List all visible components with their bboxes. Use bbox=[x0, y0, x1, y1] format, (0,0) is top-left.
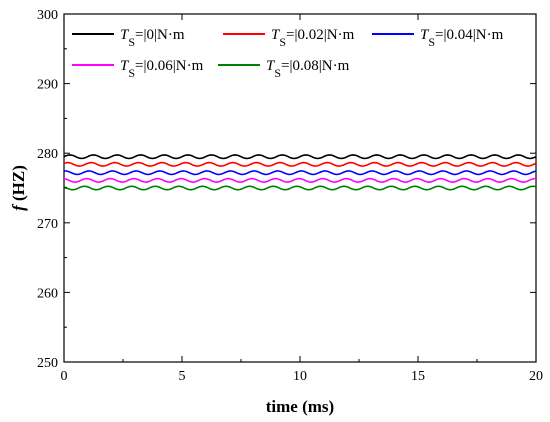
legend-value: =|0.06|N·m bbox=[135, 58, 204, 74]
legend-symbol: T bbox=[120, 58, 130, 74]
y-tick-label: 300 bbox=[37, 8, 58, 23]
series-line-2 bbox=[63, 170, 537, 176]
legend-value: =|0.08|N·m bbox=[281, 58, 350, 74]
legend-subscript: S bbox=[279, 35, 286, 49]
legend-label-4: TS=|0.08|N·m bbox=[266, 58, 350, 80]
legend-value: =|0.02|N·m bbox=[286, 27, 355, 43]
x-axis-title: time (ms) bbox=[266, 397, 334, 416]
series-line-1 bbox=[63, 161, 537, 167]
x-tick-label: 15 bbox=[411, 369, 425, 384]
legend-symbol: T bbox=[120, 27, 130, 43]
y-axis-title-italic: f bbox=[9, 203, 28, 211]
series-layer bbox=[63, 154, 537, 191]
legend-value: =|0.04|N·m bbox=[435, 27, 504, 43]
series-line-4 bbox=[63, 185, 537, 191]
legend: TS=|0|N·m TS=|0.02|N·m TS=|0.04|N·mTS=|0.0… bbox=[72, 27, 504, 80]
legend-label-3: TS=|0.06|N·m bbox=[120, 58, 204, 80]
legend-symbol: T bbox=[271, 27, 281, 43]
series-line-3 bbox=[63, 177, 537, 183]
y-axis-title-unit: (HZ) bbox=[9, 165, 28, 205]
tick-layer: 0 5 10 15 20 250 260 270 280 290 300 bbox=[37, 8, 543, 384]
legend-symbol: T bbox=[420, 27, 430, 43]
legend-label-2: TS=|0.04|N·m bbox=[420, 27, 504, 49]
legend-label-0: TS=|0|N·m bbox=[120, 27, 185, 49]
x-tick-label: 20 bbox=[529, 369, 543, 384]
legend-symbol: T bbox=[266, 58, 276, 74]
series-line-0 bbox=[63, 154, 537, 160]
y-tick-label: 290 bbox=[37, 78, 58, 93]
legend-subscript: S bbox=[428, 35, 435, 49]
x-tick-label: 5 bbox=[179, 369, 186, 384]
legend-subscript: S bbox=[274, 66, 281, 80]
x-tick-label: 10 bbox=[293, 369, 307, 384]
y-axis-title: f (HZ) bbox=[9, 165, 28, 211]
x-tick-label: 0 bbox=[61, 369, 68, 384]
y-tick-label: 270 bbox=[37, 217, 58, 232]
y-tick-label: 250 bbox=[37, 356, 58, 371]
y-tick-label: 280 bbox=[37, 147, 58, 162]
y-tick-label: 260 bbox=[37, 286, 58, 301]
legend-label-1: TS=|0.02|N·m bbox=[271, 27, 355, 49]
legend-subscript: S bbox=[128, 66, 135, 80]
legend-subscript: S bbox=[128, 35, 135, 49]
legend-value: =|0|N·m bbox=[135, 27, 185, 43]
